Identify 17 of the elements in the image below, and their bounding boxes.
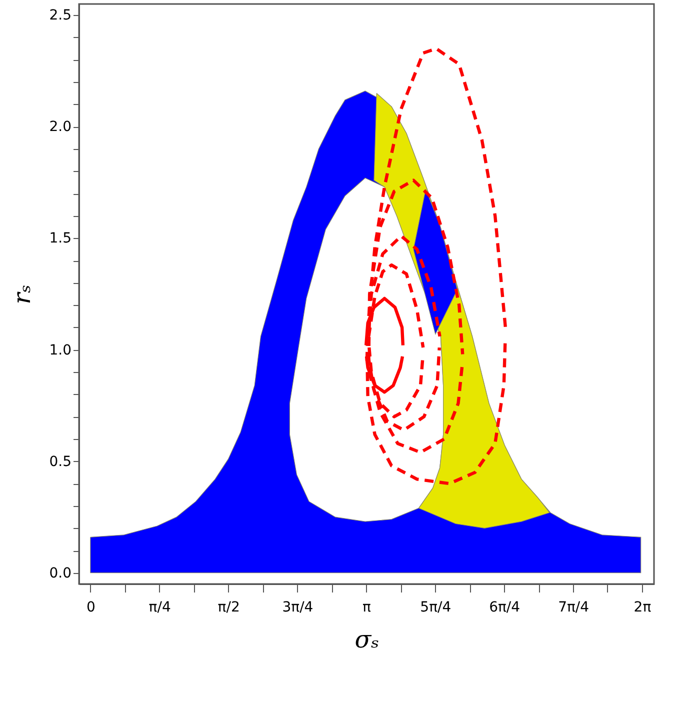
x-tick-label: 7π/4: [558, 600, 590, 616]
y-tick-label: 2.0: [49, 119, 72, 136]
x-tick-label: π/2: [218, 600, 240, 616]
y-tick-label: 0.0: [49, 565, 72, 582]
x-axis-title: σₛ: [354, 626, 380, 654]
x-tick-label: π/4: [148, 600, 171, 616]
x-tick-label: π: [362, 600, 372, 616]
x-tick-label: 5π/4: [420, 600, 452, 616]
x-tick-label: 2π: [634, 600, 652, 616]
x-tick-label: 6π/4: [489, 600, 520, 616]
y-tick-label: 1.0: [49, 342, 72, 358]
x-tick-label: 3π/4: [282, 600, 314, 616]
x-tick-label: 0: [86, 600, 96, 616]
y-tick-label: 2.5: [49, 8, 72, 24]
y-tick-label: 1.5: [49, 230, 72, 247]
y-axis-title: rₛ: [8, 284, 36, 304]
y-tick-label: 0.5: [49, 454, 72, 470]
